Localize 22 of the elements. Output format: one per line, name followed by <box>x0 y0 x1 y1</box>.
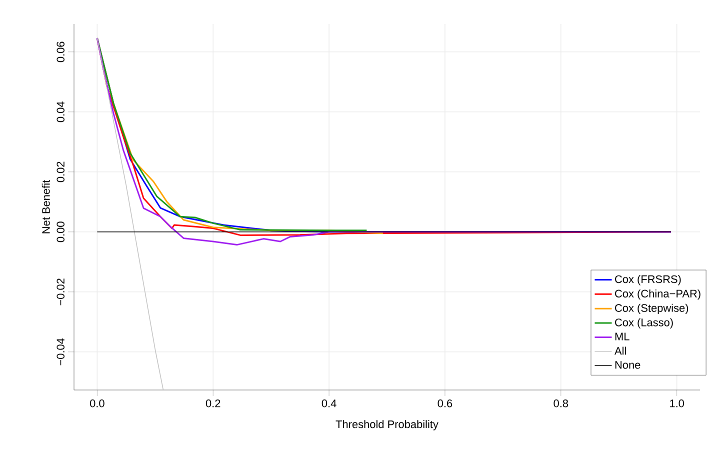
legend-label: Cox (Stepwise) <box>615 304 688 314</box>
legend-label: Cox (Lasso) <box>615 318 673 328</box>
y-axis-title: Net Benefit <box>42 180 50 234</box>
x-tick-label: 0.2 <box>206 400 220 408</box>
legend-label: ML <box>615 332 630 340</box>
y-tick-label: 0.00 <box>56 222 64 242</box>
legend-label: All <box>614 346 626 355</box>
legend-label: None <box>615 361 640 369</box>
y-tick-label: 0.02 <box>56 162 64 182</box>
line-series <box>96 38 164 390</box>
x-tick-label: 0.6 <box>438 400 452 408</box>
x-tick-label: 0.4 <box>322 400 336 408</box>
y-tick-label: −0.04 <box>56 338 64 366</box>
y-tick-label: 0.04 <box>56 102 64 122</box>
y-tick-label: −0.02 <box>56 278 64 306</box>
legend-label: Cox (China−PAR) <box>615 289 700 300</box>
x-axis-title: Threshold Probability <box>336 420 438 430</box>
y-tick-label: 0.06 <box>56 42 64 62</box>
x-tick-label: 0.8 <box>554 400 568 408</box>
x-tick-label: 1.0 <box>670 400 684 408</box>
x-tick-label: 0.0 <box>90 400 104 408</box>
legend-label: Cox (FRSRS) <box>615 275 681 286</box>
